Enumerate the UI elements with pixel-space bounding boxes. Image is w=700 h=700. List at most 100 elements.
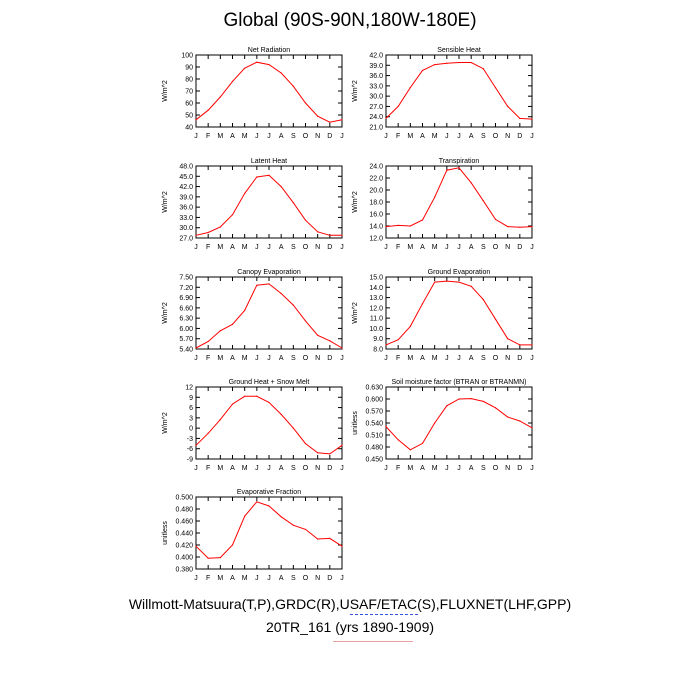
x-tick-label: J xyxy=(445,355,449,362)
x-tick-label: M xyxy=(217,575,223,582)
y-axis-label: W/m^2 xyxy=(162,80,169,102)
data-point xyxy=(409,86,411,89)
x-tick-label: J xyxy=(530,355,534,362)
data-point xyxy=(244,515,246,517)
data-point xyxy=(421,219,424,221)
data-point xyxy=(507,338,509,340)
footer-underline-decoration xyxy=(333,641,413,642)
data-point xyxy=(231,80,234,82)
x-tick-label: S xyxy=(291,575,296,582)
x-tick-label: O xyxy=(303,355,309,362)
x-tick-label: J xyxy=(445,133,449,140)
x-tick-label: J xyxy=(267,355,271,362)
y-tick-label: 40 xyxy=(185,125,193,132)
x-tick-label: F xyxy=(206,355,210,362)
x-tick-label: A xyxy=(420,133,425,140)
chart-title: Ground Evaporation xyxy=(428,269,491,276)
data-point xyxy=(292,427,294,429)
chart-title: Ground Heat + Snow Melt xyxy=(229,379,310,386)
series-line xyxy=(195,61,343,123)
chart-title: Evaporative Fraction xyxy=(237,489,301,496)
data-point xyxy=(256,395,258,397)
x-tick-label: D xyxy=(517,133,522,140)
data-point xyxy=(531,118,533,120)
data-point xyxy=(256,284,258,286)
y-tick-label: 30.0 xyxy=(179,225,193,232)
x-tick-label: J xyxy=(457,355,461,362)
data-point xyxy=(482,400,484,402)
x-tick-label: O xyxy=(493,133,499,140)
x-tick-label: D xyxy=(327,133,332,140)
x-tick-label: M xyxy=(242,133,248,140)
data-point xyxy=(304,442,307,445)
y-tick-label: -6 xyxy=(187,446,193,453)
x-tick-label: D xyxy=(517,244,522,251)
data-point xyxy=(292,202,294,204)
x-tick-label: M xyxy=(432,465,438,472)
y-tick-label: 48.0 xyxy=(179,164,193,171)
data-point xyxy=(397,339,399,341)
data-point xyxy=(494,318,497,320)
x-tick-label: M xyxy=(242,575,248,582)
x-tick-label: J xyxy=(340,465,344,472)
x-tick-label: F xyxy=(396,465,400,472)
y-axis-label: unitless xyxy=(352,411,359,435)
x-tick-label: J xyxy=(194,244,198,251)
x-tick-label: J xyxy=(384,133,388,140)
data-point xyxy=(317,452,319,454)
data-point xyxy=(519,344,521,346)
x-tick-label: M xyxy=(242,355,248,362)
data-point xyxy=(531,344,533,346)
y-tick-label: 39.0 xyxy=(179,194,193,201)
x-tick-label: M xyxy=(432,355,438,362)
x-tick-label: J xyxy=(445,244,449,251)
x-tick-label: J xyxy=(457,133,461,140)
data-point xyxy=(531,427,533,429)
data-point xyxy=(421,303,424,305)
data-point xyxy=(385,226,387,228)
chart-title: Net Radiation xyxy=(248,47,291,54)
data-point xyxy=(341,444,343,446)
y-axis-label: unitless xyxy=(162,521,169,545)
y-tick-label: 0.460 xyxy=(175,519,193,526)
y-axis-label: W/m^2 xyxy=(162,412,169,434)
x-tick-label: N xyxy=(315,465,320,472)
data-point xyxy=(434,281,436,283)
y-tick-label: 12.0 xyxy=(369,236,383,243)
y-tick-label: 90 xyxy=(185,65,193,72)
x-tick-label: J xyxy=(255,133,259,140)
x-tick-label: A xyxy=(469,465,474,472)
data-point xyxy=(329,234,331,236)
data-point xyxy=(458,398,460,400)
data-point xyxy=(304,219,307,221)
data-point xyxy=(329,121,331,123)
x-tick-label: F xyxy=(206,133,210,140)
y-tick-label: 7.50 xyxy=(179,275,193,282)
y-tick-label: 6.30 xyxy=(179,316,193,323)
data-point xyxy=(458,167,460,169)
y-tick-label: 0.540 xyxy=(365,421,383,428)
x-tick-label: A xyxy=(230,575,235,582)
x-tick-label: M xyxy=(432,133,438,140)
data-point xyxy=(421,442,424,444)
data-point xyxy=(292,85,294,87)
y-tick-label: 45.0 xyxy=(179,174,193,181)
x-tick-label: M xyxy=(432,244,438,251)
data-point xyxy=(329,453,331,455)
data-point xyxy=(207,557,209,559)
x-tick-label: F xyxy=(206,465,210,472)
y-tick-label: 100 xyxy=(181,53,193,60)
x-tick-label: F xyxy=(206,244,210,251)
y-tick-label: 0.440 xyxy=(175,531,193,538)
x-tick-label: J xyxy=(445,465,449,472)
data-point xyxy=(434,422,436,424)
data-point xyxy=(219,557,221,559)
y-tick-label: 10.0 xyxy=(369,326,383,333)
y-tick-label: 20.0 xyxy=(369,188,383,195)
y-tick-label: 70 xyxy=(185,89,193,96)
data-point xyxy=(397,224,399,226)
y-tick-label: 0.450 xyxy=(365,457,383,464)
data-point xyxy=(494,218,497,220)
x-tick-label: A xyxy=(469,244,474,251)
